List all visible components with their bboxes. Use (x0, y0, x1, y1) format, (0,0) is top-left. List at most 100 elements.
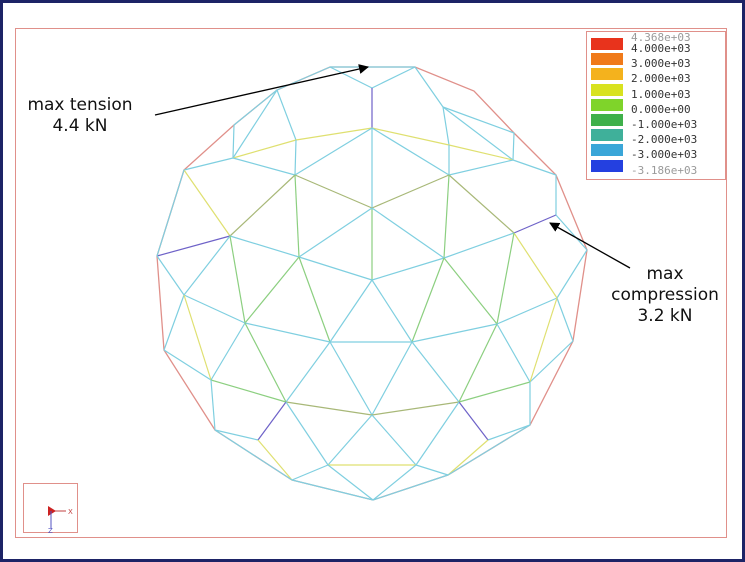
compression-arrow (549, 222, 631, 269)
mesh-member (487, 424, 531, 441)
mesh-member (371, 127, 450, 176)
mesh-member (371, 279, 413, 343)
mesh-member (443, 257, 498, 325)
mesh-member (156, 169, 185, 257)
mesh-member (327, 414, 373, 466)
mesh-members (156, 66, 588, 501)
legend-color-box (591, 98, 623, 111)
mesh-member (496, 232, 515, 325)
mesh-member (513, 214, 557, 234)
mesh-member (371, 174, 450, 209)
legend-label: 3.000e+03 (631, 57, 691, 71)
mesh-member (210, 379, 287, 403)
mesh-member (512, 159, 557, 176)
mesh-member (276, 66, 331, 91)
legend-color-box (591, 129, 623, 142)
legend-label: 2.000e+03 (631, 72, 691, 86)
mesh-member (244, 322, 331, 343)
viewport-border (15, 28, 727, 538)
legend-swatch (591, 114, 623, 126)
mesh-member (415, 464, 449, 476)
mesh-member (372, 474, 449, 501)
legend-label: 4.000e+03 (631, 42, 691, 55)
mesh-member (291, 479, 374, 501)
mesh-member (371, 414, 417, 466)
mesh-member (183, 235, 231, 296)
mesh-member (414, 66, 444, 108)
legend-swatch (591, 159, 623, 172)
mesh-member (232, 139, 297, 159)
mesh-member (513, 232, 558, 299)
mesh-member (411, 257, 445, 343)
legend-label: 1.000e+03 (631, 87, 691, 101)
mesh-member (183, 294, 212, 381)
mesh-member (556, 249, 588, 299)
mesh-member (229, 235, 300, 258)
mesh-member (442, 106, 514, 161)
mesh-member (156, 235, 231, 257)
legend-color-box (591, 114, 623, 126)
legend-max-label: 4.368e+03 (631, 31, 691, 44)
mesh-member (371, 341, 413, 416)
mesh-member (415, 401, 460, 466)
mesh-member (294, 127, 373, 176)
mesh-member (276, 89, 297, 141)
mesh-member (371, 257, 445, 281)
triad-x-label: X (68, 508, 73, 516)
legend-swatch (591, 53, 623, 66)
tension-annotation: max tension 4.4 kN (20, 95, 140, 137)
mesh-member (447, 439, 489, 476)
color-legend: 4.368e+03 4.000e+03 3.000e+03 2.000e+03 1.0… (586, 31, 726, 180)
mesh-member (298, 256, 373, 281)
mesh-member (229, 174, 296, 237)
triad-z-label: Z (48, 527, 53, 534)
mesh-member (214, 429, 259, 441)
mesh-member (233, 89, 278, 126)
mesh-member (244, 256, 300, 324)
axis-triad: X Z (23, 483, 78, 535)
legend-swatch (591, 129, 623, 142)
legend-color-box (591, 144, 623, 157)
mesh-member (294, 174, 373, 209)
mesh-member (183, 169, 231, 237)
mesh-member (556, 297, 574, 342)
mesh-member (443, 174, 450, 259)
mesh-member (448, 159, 514, 176)
mesh-member (285, 401, 329, 466)
mesh-member (496, 297, 558, 325)
tension-arrow (154, 64, 369, 116)
legend-label: 0.000e+00 (631, 102, 691, 116)
legend-label: -2.000e+03 (631, 133, 698, 147)
legend-color-box (591, 53, 623, 66)
mesh-member (244, 322, 287, 403)
mesh-member (529, 297, 558, 383)
mesh-member (232, 89, 278, 159)
compression-title-2: compression (611, 285, 719, 305)
legend-swatch (591, 38, 623, 50)
mesh-member (210, 322, 246, 381)
mesh-member (448, 144, 514, 161)
legend-min-label: -3.186e+03 (631, 164, 698, 177)
mesh-member (298, 256, 331, 343)
mesh-member (294, 139, 297, 176)
mesh-member (257, 439, 293, 481)
mesh-member (285, 401, 373, 416)
mesh-member (291, 464, 329, 481)
mesh-member (329, 341, 373, 416)
mesh-member (183, 157, 234, 171)
mesh-member (529, 340, 574, 383)
compression-title-1: max (646, 264, 684, 284)
mesh-member (555, 214, 588, 251)
mesh-member (448, 174, 515, 234)
tension-value: 4.4 kN (52, 116, 108, 136)
mesh-member (496, 323, 531, 383)
legend-label: -1.000e+03 (631, 118, 698, 131)
mesh-member (458, 401, 489, 441)
legend-label: -3.000e+03 (631, 148, 698, 162)
legend-swatch (591, 83, 623, 96)
mesh-member (214, 429, 293, 481)
compression-annotation: max compression 3.2 kN (600, 264, 730, 327)
mesh-member (411, 341, 460, 403)
mesh-member (411, 323, 498, 343)
